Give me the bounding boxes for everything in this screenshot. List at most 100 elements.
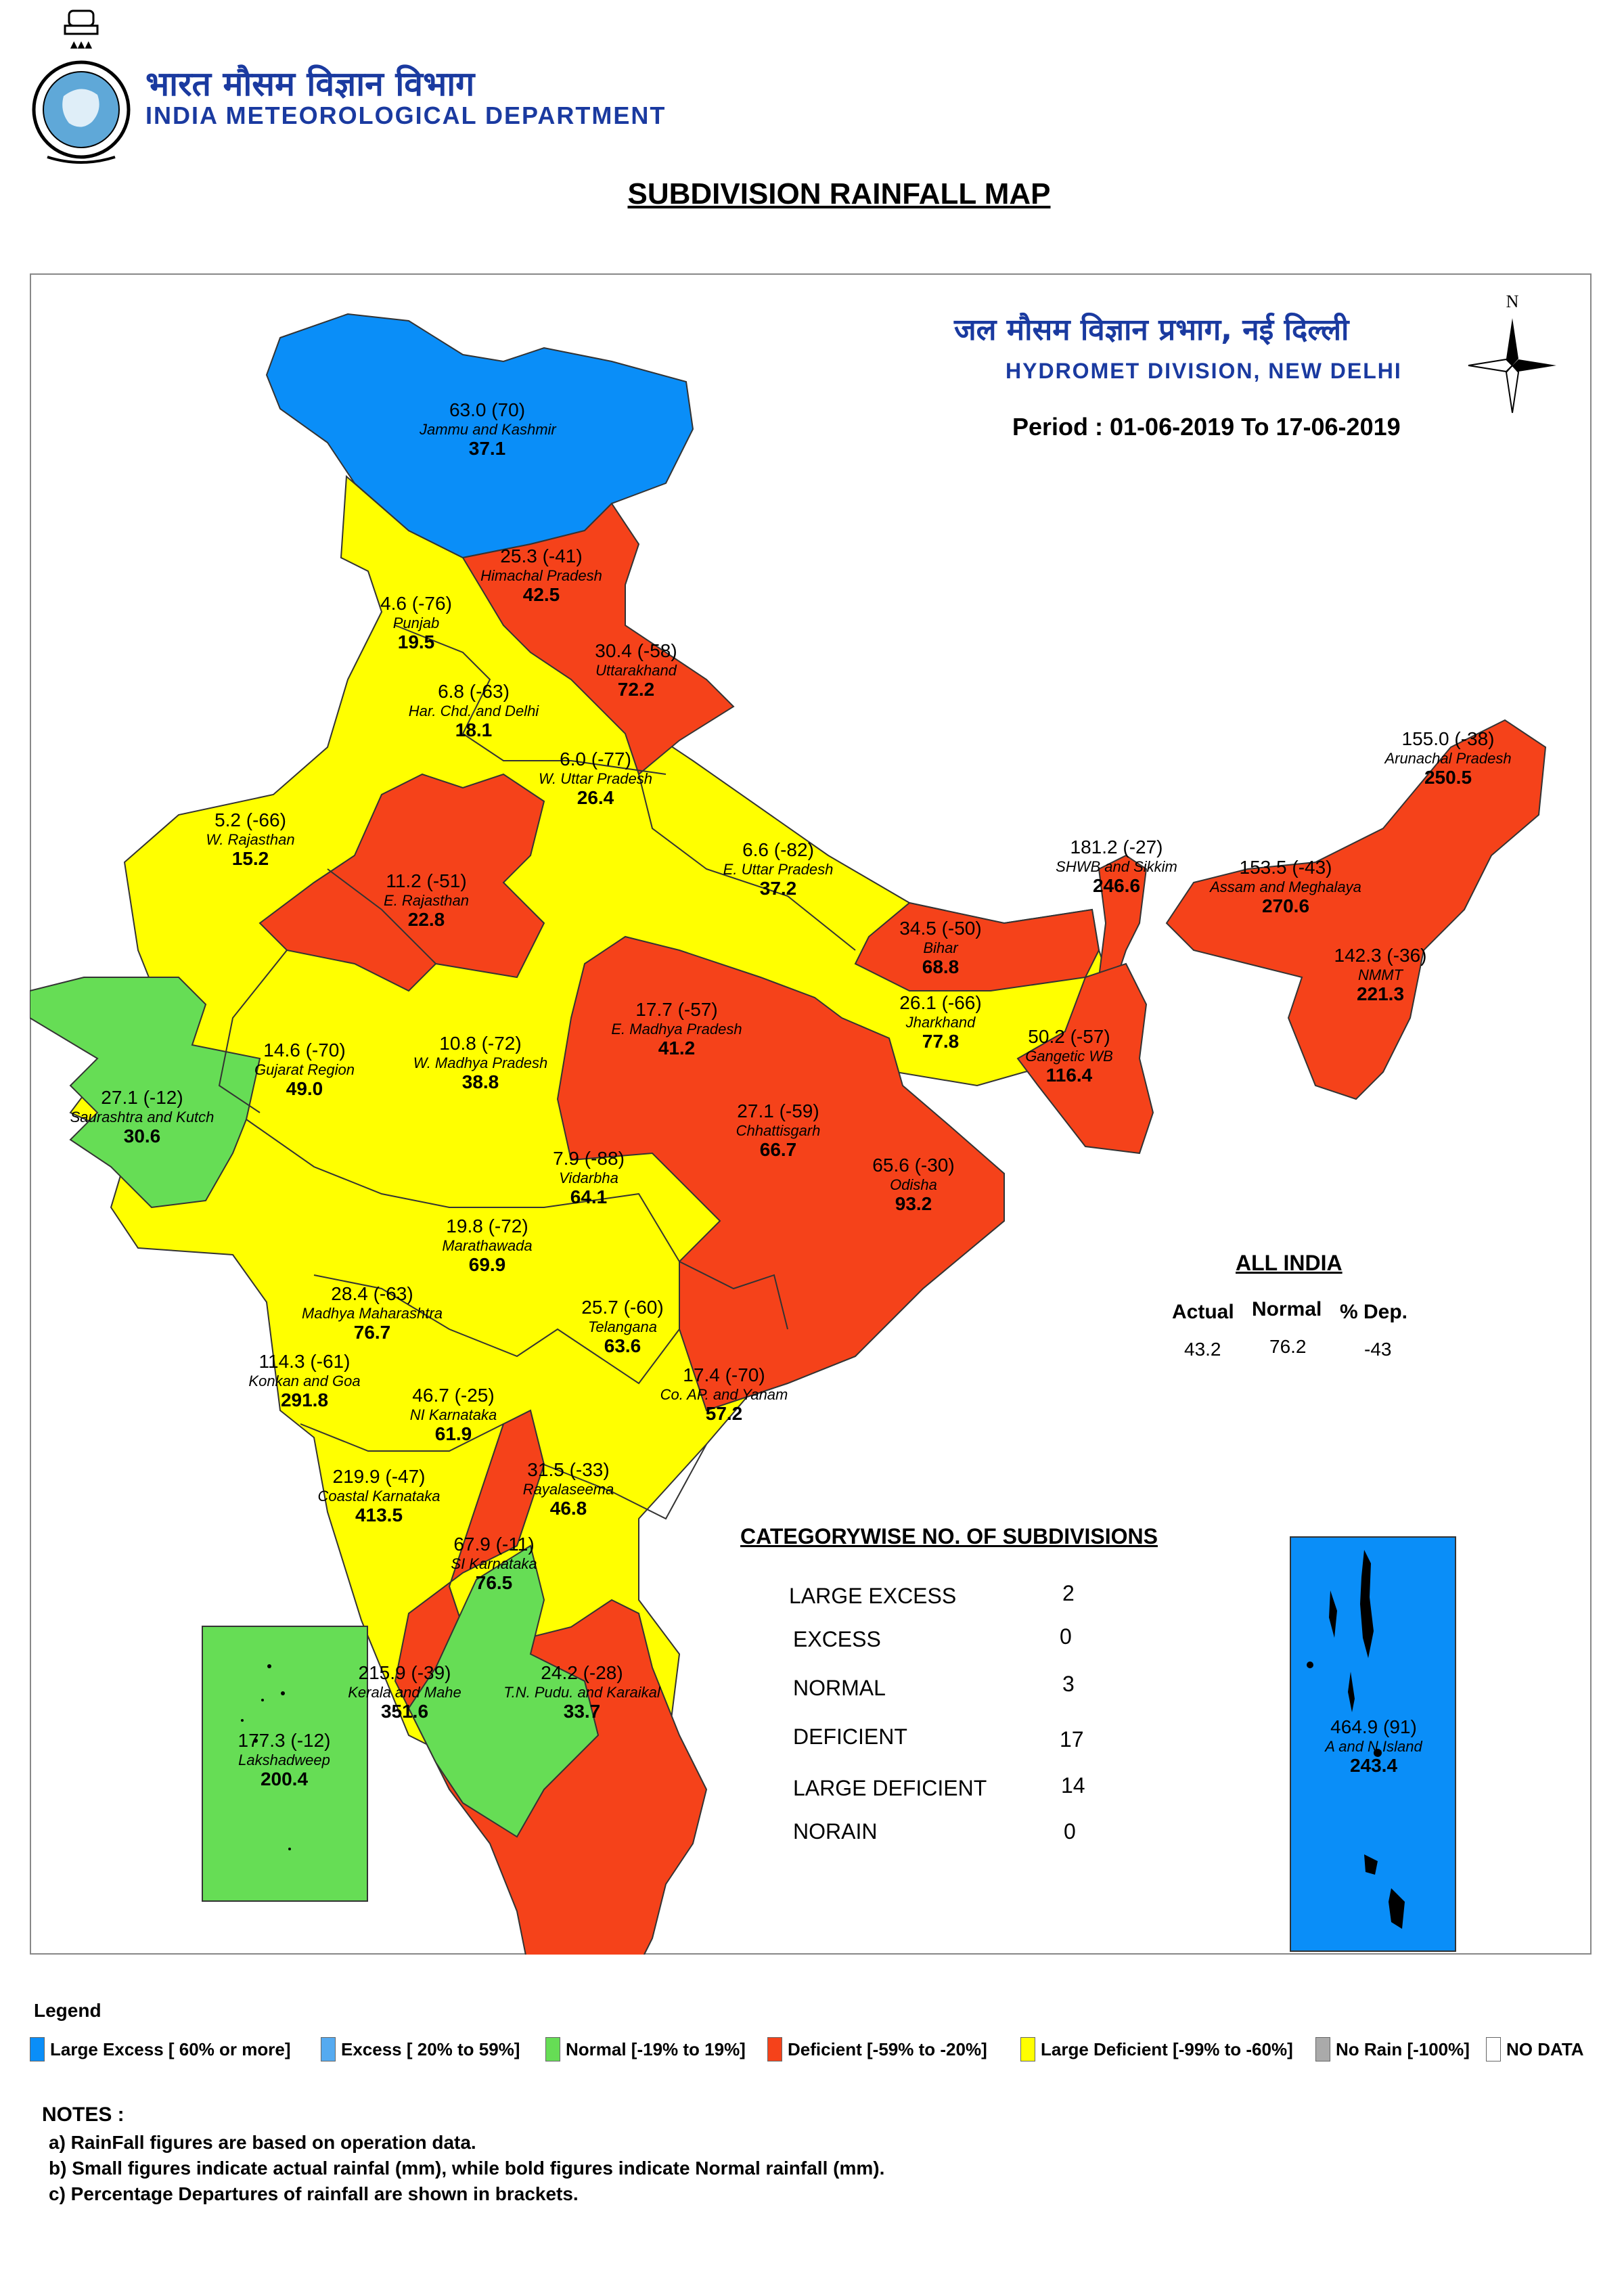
label-lakshadweep: 177.3 (-12) Lakshadweep 200.4 [238,1730,331,1790]
label-coastal-karnataka: 219.9 (-47) Coastal Karnataka 413.5 [317,1466,441,1526]
legend-swatch [1315,2037,1330,2061]
label-tn-pudu-karaikal: 24.2 (-28) T.N. Pudu. and Karaikal 33.7 [503,1662,660,1722]
map-title: SUBDIVISION RAINFALL MAP [627,177,1051,210]
category-name: NORAIN [793,1819,878,1844]
label-marathawada: 19.8 (-72) Marathawada 69.9 [442,1216,533,1276]
region-emp-chhattisgarh-odisha [556,935,1005,1412]
label-assam-meghalaya: 153.5 (-43) Assam and Meghalaya 270.6 [1210,857,1361,917]
category-count: 0 [1064,1819,1076,1844]
category-count: 2 [1062,1581,1075,1605]
label-madhya-maharashtra: 28.4 (-63) Madhya Maharashtra 76.7 [302,1283,443,1343]
compass-north-label: N [1506,292,1519,311]
label-w-uttar-pradesh: 6.0 (-77) W. Uttar Pradesh 26.4 [539,749,652,809]
label-w-rajasthan: 5.2 (-66) W. Rajasthan 15.2 [206,809,295,870]
lakshadweep-island-dots [241,1664,291,1850]
legend-swatch [545,2037,560,2061]
lakshadweep-inset [202,1626,368,1902]
label-konkan-goa: 114.3 (-61) Konkan and Goa 291.8 [248,1351,361,1411]
department-name-hindi: भारत मौसम विज्ञान विभाग [145,64,475,104]
label-nmmt: 142.3 (-36) NMMT 221.3 [1334,945,1427,1005]
label-gangetic-wb: 50.2 (-57) Gangetic WB 116.4 [1025,1026,1113,1086]
svg-text:▲▲▲: ▲▲▲ [70,39,93,50]
category-name: DEFICIENT [793,1724,907,1749]
category-name: LARGE EXCESS [789,1584,957,1608]
category-count: 0 [1060,1624,1072,1649]
legend-swatch [1020,2037,1035,2061]
andaman-nicobar-inset [1290,1536,1456,1952]
categorywise-title: CATEGORYWISE NO. OF SUBDIVISIONS [740,1524,1158,1548]
legend-item-large-excess: Large Excess [ 60% or more] [30,2037,291,2061]
legend-swatch [1486,2037,1501,2061]
category-name: EXCESS [793,1627,881,1651]
region-saurashtra-kutch [30,977,261,1209]
region-jammu-kashmir [265,313,694,559]
legend-item-deficient: Deficient [-59% to -20%] [767,2037,987,2061]
region-e-rajasthan [258,773,545,992]
region-si-karnataka [407,1544,600,1838]
label-co-ap-yanam: 17.4 (-70) Co. AP. and Yanam 57.2 [660,1364,788,1425]
division-name-hindi: जल मौसम विज्ञान प्रभाग, नई दिल्ली [954,313,1349,347]
legend-item-no-rain: No Rain [-100%] [1315,2037,1470,2061]
category-count: 3 [1062,1672,1075,1696]
region-gangetic-wb [1016,962,1154,1155]
label-odisha: 65.6 (-30) Odisha 93.2 [872,1155,955,1215]
all-india-normal-value: 76.2 [1269,1336,1307,1357]
legend-title: Legend [34,2000,102,2021]
region-shwb-sikkim [1098,854,1148,992]
legend-swatch [30,2037,45,2061]
label-shwb-sikkim: 181.2 (-27) SHWB and Sikkim 246.6 [1056,837,1177,897]
label-rayalaseema: 31.5 (-33) Rayalaseema 46.8 [522,1459,614,1519]
all-india-header-normal: Normal [1252,1298,1322,1320]
legend-item-large-deficient: Large Deficient [-99% to -60%] [1020,2037,1293,2061]
label-e-madhya-pradesh: 17.7 (-57) E. Madhya Pradesh 41.2 [611,999,742,1059]
all-india-actual-value: 43.2 [1184,1339,1221,1360]
all-india-title: ALL INDIA [1236,1251,1343,1275]
map-frame [30,273,1592,1955]
legend-swatch [321,2037,336,2061]
label-har-chd-delhi: 6.8 (-63) Har. Chd. and Delhi 18.1 [408,681,539,741]
division-name-english: HYDROMET DIVISION, NEW DELHI [1006,359,1402,383]
note-item: b) Small figures indicate actual rainfal… [49,2158,885,2179]
label-himachal-pradesh: 25.3 (-41) Himachal Pradesh 42.5 [480,545,602,606]
region-bihar [854,901,1100,991]
india-subdivision-map [30,313,1547,1955]
note-item: c) Percentage Departures of rainfall are… [49,2183,579,2204]
category-name: LARGE DEFICIENT [793,1776,987,1800]
label-w-madhya-pradesh: 10.8 (-72) W. Madhya Pradesh 38.8 [413,1033,548,1093]
label-jharkhand: 26.1 (-66) Jharkhand 77.8 [899,992,982,1052]
label-jammu-kashmir: 63.0 (70) Jammu and Kashmir 37.1 [420,399,556,460]
department-name-english: INDIA METEOROLOGICAL DEPARTMENT [145,102,667,129]
all-india-header-dep: % Dep. [1340,1301,1408,1323]
legend-item-excess: Excess [ 20% to 59%] [321,2037,520,2061]
category-count: 14 [1061,1773,1085,1798]
compass-rose-icon: N [1468,292,1556,414]
note-item: a) RainFall figures are based on operati… [49,2132,476,2153]
label-uttarakhand: 30.4 (-58) Uttarakhand 72.2 [595,640,677,700]
label-punjab: 4.6 (-76) Punjab 19.5 [380,593,452,653]
legend-swatch [767,2037,782,2061]
all-india-dep-value: -43 [1364,1339,1392,1360]
label-bihar: 34.5 (-50) Bihar 68.8 [899,918,982,978]
notes-title: NOTES : [42,2103,125,2126]
region-himachal-uttarakhand [461,502,735,776]
region-northeast [1165,719,1547,1100]
legend-item-normal: Normal [-19% to 19%] [545,2037,746,2061]
category-count: 17 [1060,1727,1084,1752]
label-e-rajasthan: 11.2 (-51) E. Rajasthan 22.8 [384,870,469,931]
label-e-uttar-pradesh: 6.6 (-82) E. Uttar Pradesh 37.2 [723,839,834,899]
label-kerala-mahe: 215.9 (-39) Kerala and Mahe 351.6 [348,1662,461,1722]
label-arunachal-pradesh: 155.0 (-38) Arunachal Pradesh 250.5 [1384,728,1512,788]
label-ni-karnataka: 46.7 (-25) NI Karnataka 61.9 [409,1385,497,1445]
andaman-islands-shapes [1307,1550,1405,1929]
label-saurashtra-kutch: 27.1 (-12) Saurashtra and Kutch 30.6 [70,1087,215,1147]
label-vidarbha: 7.9 (-88) Vidarbha 64.1 [553,1148,625,1208]
label-andaman-nicobar: 464.9 (91) A and N Island 243.4 [1325,1716,1422,1777]
category-name: NORMAL [793,1676,886,1700]
label-chhattisgarh: 27.1 (-59) Chhattisgarh 66.7 [736,1100,821,1161]
period-label: Period : 01-06-2019 To 17-06-2019 [1012,413,1401,441]
label-telangana: 25.7 (-60) Telangana 63.6 [581,1297,664,1357]
label-gujarat-region: 14.6 (-70) Gujarat Region 49.0 [254,1040,355,1100]
legend-item-no-data: NO DATA [1486,2037,1584,2061]
imd-emblem-logo: ▲▲▲ [32,9,131,164]
all-india-header-actual: Actual [1172,1301,1234,1323]
